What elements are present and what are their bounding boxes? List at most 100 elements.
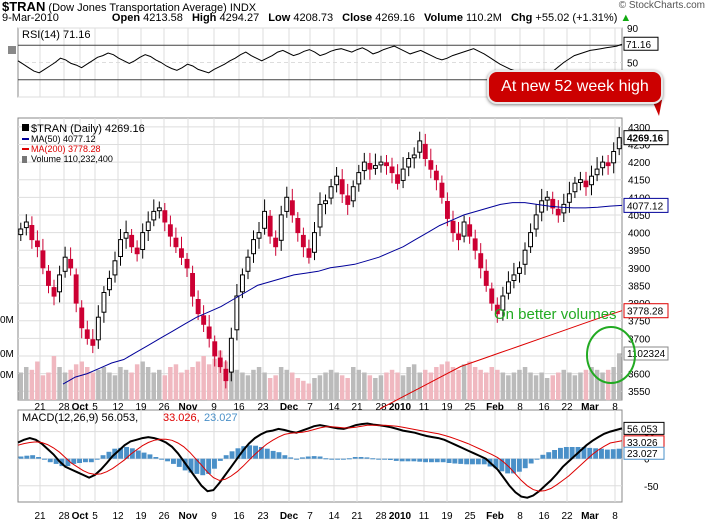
candle-body [511, 274, 517, 281]
hist-last-box [623, 446, 665, 460]
candle-body [555, 208, 561, 216]
candle-body [273, 237, 279, 248]
volume-bar [134, 364, 140, 401]
macd-histogram-bar [18, 456, 24, 459]
volume-bar [522, 367, 528, 400]
volume-bar [190, 367, 195, 400]
candle-body [428, 160, 434, 170]
volume-bar [406, 367, 411, 400]
volume-bar [112, 375, 118, 401]
x-tick-label-bottom: Nov [179, 511, 198, 522]
chg-label: Chg [510, 12, 533, 24]
close-last-box [623, 130, 669, 146]
x-tick-label-bottom: 11 [419, 511, 430, 522]
candle-body [583, 180, 589, 188]
volume-bar [206, 364, 212, 401]
volume-bar [218, 350, 223, 400]
volume-bar [256, 367, 262, 400]
x-tick-label-bottom: 2010 [389, 511, 412, 522]
volume-bar [362, 372, 367, 400]
candle-body [262, 210, 268, 229]
volume-bar [157, 369, 162, 401]
x-tick-label: 11 [419, 402, 430, 413]
volume-bar [24, 367, 29, 400]
candle-body [184, 258, 190, 269]
price-tick-label: 3900 [628, 264, 651, 275]
x-tick-label-bottom: Feb [486, 511, 504, 522]
volume-bar [605, 369, 611, 401]
macd-histogram-bar [241, 446, 247, 459]
volume-bar [589, 367, 594, 400]
macd-histogram-bar [36, 457, 41, 459]
candle-body [156, 207, 162, 212]
macd-histogram-bar [264, 448, 270, 459]
x-tick-label-bottom: 22 [561, 511, 573, 522]
candle-body [228, 337, 234, 373]
macd-histogram-bar [552, 450, 557, 459]
volume-bar [484, 372, 489, 400]
candle-body [506, 281, 511, 294]
x-tick-label: Nov [179, 402, 198, 413]
macd-histogram-bar [593, 448, 599, 459]
candle-body [339, 179, 345, 195]
macd-histogram-bar [65, 458, 71, 467]
volume-bar [317, 375, 323, 401]
x-tick-label: 7 [307, 402, 313, 413]
candle-body [95, 316, 101, 341]
volume-bar [79, 361, 84, 400]
ma50-legend: MA(50) 4077.12 [31, 134, 96, 144]
price-tick-label: 3700 [628, 334, 651, 345]
volume-bar [312, 378, 317, 400]
macd-histogram-bar [30, 455, 36, 459]
candle-body [605, 162, 611, 167]
volume-bar [29, 369, 35, 401]
hist-last-label: 23.027 [627, 449, 658, 460]
volume-bar [334, 372, 339, 400]
candle-body [411, 154, 417, 159]
volume-bar [168, 367, 173, 400]
x-tick-label-bottom: 21 [34, 511, 46, 522]
volume-bar [234, 369, 240, 401]
rsi-tick-label: 90 [627, 24, 639, 35]
x-tick-label-bottom: 16 [233, 511, 245, 522]
volume-bar [528, 372, 533, 400]
x-tick-label-bottom: 5 [92, 511, 98, 522]
macd-tick-label: 0 [644, 455, 650, 466]
volume-bar [40, 375, 46, 401]
candle-body [328, 186, 334, 199]
macd-histogram-bar [616, 448, 622, 459]
volume-bar [162, 375, 168, 401]
symbol: $TRAN [2, 0, 46, 14]
volume-bar [506, 375, 511, 401]
volume-bar [561, 369, 566, 401]
volume-bar [445, 361, 450, 400]
macd-histogram-bar [341, 458, 346, 460]
candle-body [528, 232, 533, 248]
macd-histogram-bar [288, 457, 294, 459]
macd-histogram-bar [587, 447, 593, 459]
candle-body [378, 161, 384, 166]
volume-bar [284, 369, 289, 401]
volume-bar [195, 361, 201, 400]
macd-histogram-bar [253, 445, 258, 459]
ma50-line [62, 202, 623, 385]
x-tick-label-bottom: 28 [375, 511, 387, 522]
candle-body [140, 232, 146, 251]
macd-histogram-bar [165, 458, 170, 462]
panel-frame-1 [17, 117, 623, 401]
macd-histogram-bar [540, 454, 546, 459]
macd-histogram-bar [475, 458, 481, 465]
macd-histogram-bar [229, 451, 235, 459]
macd-histogram-bar [106, 451, 112, 459]
candle-body [295, 218, 301, 234]
price-tick-label: 4000 [628, 229, 651, 240]
volume-bar [351, 367, 356, 400]
legend-swatch-price [22, 124, 29, 131]
candle-body [422, 143, 428, 159]
macd-histogram-bar [458, 458, 464, 464]
volume-bar [384, 372, 389, 400]
macd-histogram-bar [346, 458, 352, 460]
macd-histogram-bar [153, 457, 159, 459]
x-tick-label-bottom: 9 [211, 511, 217, 522]
quote-date: 9-Mar-2010 [2, 12, 59, 24]
